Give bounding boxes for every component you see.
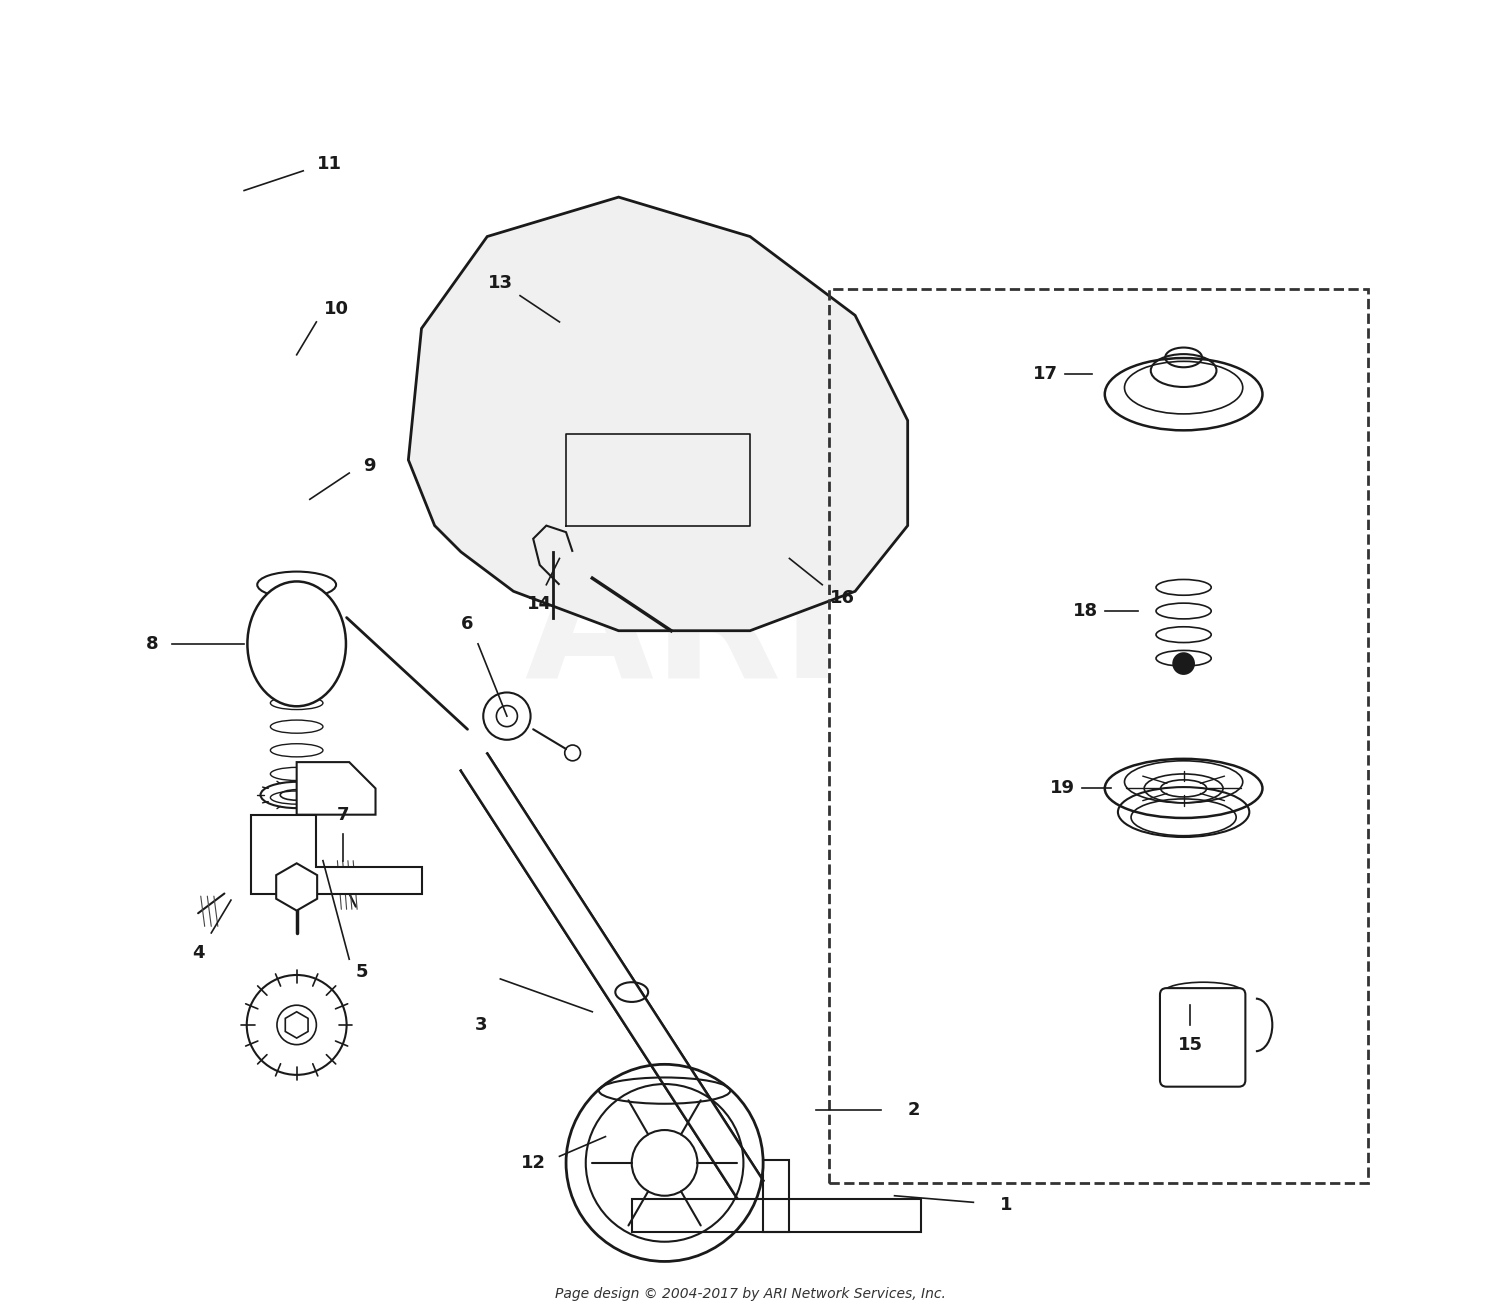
Text: 2: 2 (908, 1101, 921, 1120)
Text: 6: 6 (460, 615, 474, 633)
Text: ARI: ARI (525, 549, 844, 712)
Bar (764, 1160, 789, 1233)
FancyBboxPatch shape (1160, 988, 1245, 1087)
Circle shape (1185, 1039, 1196, 1050)
Polygon shape (460, 753, 764, 1198)
Bar (830, 289, 1368, 1183)
Text: 5: 5 (356, 963, 369, 982)
Text: 17: 17 (1034, 365, 1058, 384)
Text: 3: 3 (474, 1016, 488, 1034)
Text: 15: 15 (1178, 1035, 1203, 1054)
Bar (279, 838, 314, 854)
Text: 11: 11 (316, 155, 342, 173)
Text: 19: 19 (1050, 779, 1076, 798)
Text: 12: 12 (520, 1154, 546, 1172)
Text: 4: 4 (192, 943, 204, 962)
Text: 18: 18 (1072, 602, 1098, 620)
Text: 7: 7 (336, 805, 350, 824)
Text: 16: 16 (830, 589, 855, 607)
Text: 1: 1 (1000, 1196, 1012, 1214)
Polygon shape (408, 197, 908, 631)
Ellipse shape (248, 582, 346, 707)
Text: 9: 9 (363, 457, 375, 476)
Bar (632, 1198, 921, 1233)
Polygon shape (251, 815, 422, 894)
Text: 8: 8 (146, 635, 159, 653)
Text: Page design © 2004-2017 by ARI Network Services, Inc.: Page design © 2004-2017 by ARI Network S… (555, 1288, 945, 1301)
Text: 10: 10 (324, 300, 348, 318)
Polygon shape (297, 762, 375, 815)
Circle shape (1173, 653, 1194, 674)
Text: 14: 14 (528, 595, 552, 614)
Text: 13: 13 (488, 273, 513, 292)
